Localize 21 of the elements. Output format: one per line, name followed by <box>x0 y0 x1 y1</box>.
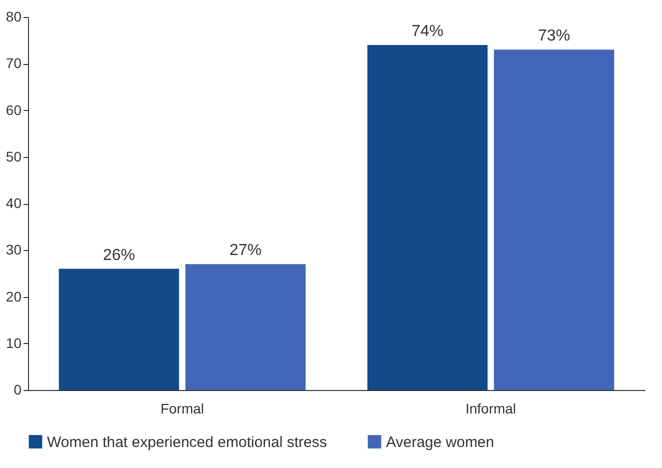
x-tick-label: Informal <box>465 400 516 416</box>
y-tick-label: 10 <box>6 334 22 351</box>
data-label: 74% <box>411 22 444 40</box>
y-tick-label: 50 <box>6 148 22 164</box>
x-tick-label: Formal <box>160 400 204 416</box>
legend-label: Women that experienced emotional stress <box>47 434 327 451</box>
data-label: 26% <box>102 246 135 264</box>
bar <box>185 264 306 390</box>
y-tick-label: 80 <box>6 8 22 24</box>
y-tick-label: 40 <box>6 195 22 211</box>
bar <box>58 268 180 390</box>
y-tick-label: 60 <box>6 102 22 118</box>
bar <box>367 44 488 390</box>
bar <box>494 50 614 390</box>
legend-label: Average women <box>386 434 494 451</box>
y-tick-label: 30 <box>6 242 22 258</box>
data-label: 27% <box>230 242 262 260</box>
y-tick-label: 0 <box>14 382 22 398</box>
y-tick-label: 20 <box>6 288 22 304</box>
y-tick-label: 70 <box>6 55 22 72</box>
data-label: 73% <box>538 28 570 45</box>
